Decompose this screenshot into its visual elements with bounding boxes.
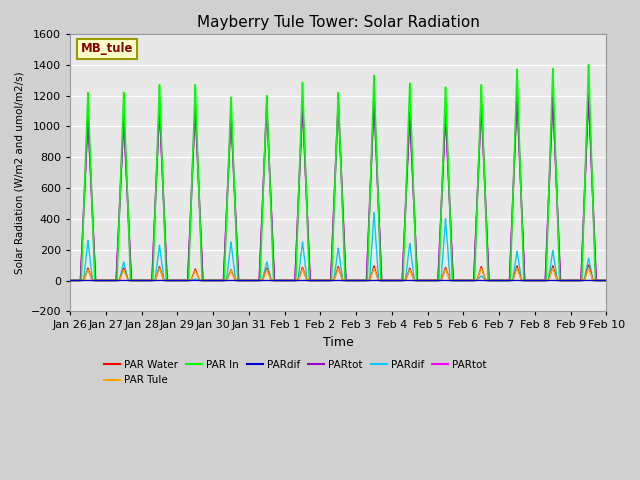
Legend: PAR Water, PAR Tule, PAR In, PARdif, PARtot, PARdif, PARtot: PAR Water, PAR Tule, PAR In, PARdif, PAR… (100, 356, 491, 389)
X-axis label: Time: Time (323, 336, 354, 349)
Text: MB_tule: MB_tule (81, 42, 133, 55)
Y-axis label: Solar Radiation (W/m2 and umol/m2/s): Solar Radiation (W/m2 and umol/m2/s) (15, 72, 25, 274)
Title: Mayberry Tule Tower: Solar Radiation: Mayberry Tule Tower: Solar Radiation (197, 15, 480, 30)
